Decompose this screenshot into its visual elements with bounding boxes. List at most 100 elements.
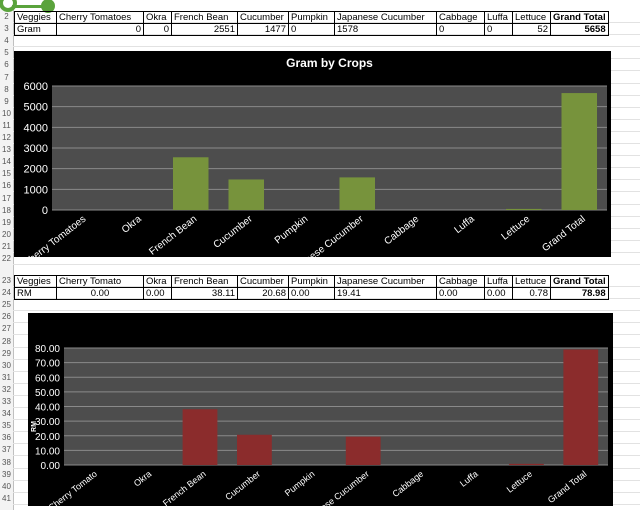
header-cell[interactable]: Japanese Cucumber xyxy=(334,11,437,24)
row-number[interactable]: 34 xyxy=(2,409,11,419)
row-number[interactable]: 19 xyxy=(2,217,11,227)
row-number[interactable]: 39 xyxy=(2,469,11,479)
data-cell[interactable]: RM xyxy=(14,287,57,300)
row-number[interactable]: 21 xyxy=(2,241,11,251)
x-category-label: Lettuce xyxy=(500,213,533,242)
data-cell[interactable]: 1578 xyxy=(334,23,437,36)
data-cell[interactable]: 52 xyxy=(512,23,551,36)
header-cell[interactable]: Cherry Tomatoes xyxy=(56,11,144,24)
bar xyxy=(182,409,218,465)
row-number[interactable]: 2 xyxy=(4,12,9,21)
row-number[interactable]: 23 xyxy=(2,276,11,285)
header-cell[interactable]: French Bean xyxy=(171,11,238,24)
data-cell[interactable]: 0 xyxy=(288,23,335,36)
data-cell[interactable]: 0 xyxy=(56,23,144,36)
x-category-label: Pumpkin xyxy=(283,469,317,498)
rm-table-header-row: Veggies Cherry Tomato Okra French Bean C… xyxy=(14,275,609,288)
row-number[interactable]: 29 xyxy=(2,348,11,358)
row-number[interactable]: 33 xyxy=(2,397,11,406)
data-cell[interactable]: 0.00 xyxy=(484,287,513,300)
data-cell[interactable]: 20.68 xyxy=(237,287,289,300)
data-cell[interactable]: 78.98 xyxy=(550,287,609,300)
x-category-label: Okra xyxy=(132,469,154,489)
header-cell[interactable]: Cucumber xyxy=(237,275,289,288)
y-tick-label: 80.00 xyxy=(35,344,60,355)
data-cell[interactable]: 38.11 xyxy=(171,287,238,300)
header-cell[interactable]: French Bean xyxy=(171,275,238,288)
header-cell[interactable]: Lettuce xyxy=(512,11,551,24)
header-cell[interactable]: Okra xyxy=(143,275,172,288)
header-cell[interactable]: Cucumber xyxy=(237,11,289,24)
row-number[interactable]: 11 xyxy=(2,120,11,130)
x-category-label: Okra xyxy=(120,213,144,235)
row-number[interactable]: 8 xyxy=(4,84,9,94)
data-cell[interactable]: 0.78 xyxy=(512,287,551,300)
row-number[interactable]: 16 xyxy=(2,181,11,191)
row-number[interactable]: 6 xyxy=(4,60,9,70)
header-cell[interactable]: Pumpkin xyxy=(288,11,335,24)
header-cell[interactable]: Luffa xyxy=(484,275,513,288)
data-cell[interactable]: 0 xyxy=(484,23,513,36)
row-number[interactable]: 32 xyxy=(2,384,11,394)
row-number[interactable]: 31 xyxy=(2,372,11,382)
header-cell[interactable]: Grand Total xyxy=(550,275,609,288)
row-number[interactable]: 17 xyxy=(2,193,11,203)
row-number[interactable]: 9 xyxy=(4,96,9,106)
row-number[interactable]: 38 xyxy=(2,457,11,467)
row-number[interactable]: 22 xyxy=(2,254,11,263)
row-number[interactable]: 10 xyxy=(2,108,11,118)
row-number[interactable]: 30 xyxy=(2,360,11,370)
row-number[interactable]: 13 xyxy=(2,145,11,155)
data-cell[interactable]: 1477 xyxy=(237,23,289,36)
row-number[interactable]: 7 xyxy=(4,72,9,82)
row-number[interactable]: 28 xyxy=(2,336,11,346)
data-cell[interactable]: 19.41 xyxy=(334,287,437,300)
header-cell[interactable]: Cherry Tomato xyxy=(56,275,144,288)
row-number[interactable]: 20 xyxy=(2,229,11,239)
header-cell[interactable]: Luffa xyxy=(484,11,513,24)
data-cell[interactable]: 0.00 xyxy=(143,287,172,300)
header-cell[interactable]: Veggies xyxy=(14,275,57,288)
row-number[interactable]: 27 xyxy=(2,324,11,334)
rm-by-crops-chart[interactable]: 0.00 10.00 20.00 30.00 40.00 50.00 60.00 70.00 8… xyxy=(28,313,613,506)
row-number[interactable]: 14 xyxy=(2,157,11,167)
data-cell[interactable]: 2551 xyxy=(171,23,238,36)
data-cell[interactable]: 0 xyxy=(436,23,485,36)
data-cell[interactable]: 0.00 xyxy=(288,287,335,300)
header-cell[interactable]: Veggies xyxy=(14,11,57,24)
data-cell[interactable]: Gram xyxy=(14,23,57,36)
data-cell[interactable]: 5658 xyxy=(550,23,609,36)
row-number[interactable]: 35 xyxy=(2,421,11,431)
header-cell[interactable]: Grand Total xyxy=(550,11,609,24)
header-cell[interactable]: Pumpkin xyxy=(288,275,335,288)
row-number[interactable]: 26 xyxy=(2,312,11,322)
bar xyxy=(508,463,544,465)
data-cell[interactable]: 0.00 xyxy=(56,287,144,300)
row-number[interactable]: 3 xyxy=(4,24,9,34)
data-cell[interactable]: 0.00 xyxy=(436,287,485,300)
gram-by-crops-chart[interactable]: 0 1000 2000 3000 4000 5000 6000 Cherry Tomatoes… xyxy=(14,51,611,257)
row-number[interactable]: 41 xyxy=(2,493,11,503)
header-cell[interactable]: Lettuce xyxy=(512,275,551,288)
y-tick-label: 40.00 xyxy=(35,403,60,414)
bar xyxy=(172,157,209,210)
bar xyxy=(561,93,598,210)
row-number[interactable]: 24 xyxy=(2,288,11,298)
row-number[interactable]: 15 xyxy=(2,169,11,179)
header-cell[interactable]: Japanese Cucumber xyxy=(334,275,437,288)
row-number[interactable]: 5 xyxy=(4,48,9,58)
row-number[interactable]: 37 xyxy=(2,445,11,455)
row-number[interactable]: 25 xyxy=(2,300,11,310)
header-cell[interactable]: Cabbage xyxy=(436,11,485,24)
header-cell[interactable]: Cabbage xyxy=(436,275,485,288)
data-cell[interactable]: 0 xyxy=(143,23,172,36)
header-cell[interactable]: Okra xyxy=(143,11,172,24)
x-category-label: Cherry Tomatoes xyxy=(22,214,89,257)
row-number[interactable]: 4 xyxy=(4,36,9,46)
y-tick-label: 2000 xyxy=(24,164,48,176)
row-number[interactable]: 36 xyxy=(2,433,11,443)
row-number[interactable]: 12 xyxy=(2,133,11,142)
row-number[interactable]: 18 xyxy=(2,205,11,215)
row-number[interactable]: 40 xyxy=(2,481,11,491)
x-category-label: Lettuce xyxy=(505,469,534,495)
